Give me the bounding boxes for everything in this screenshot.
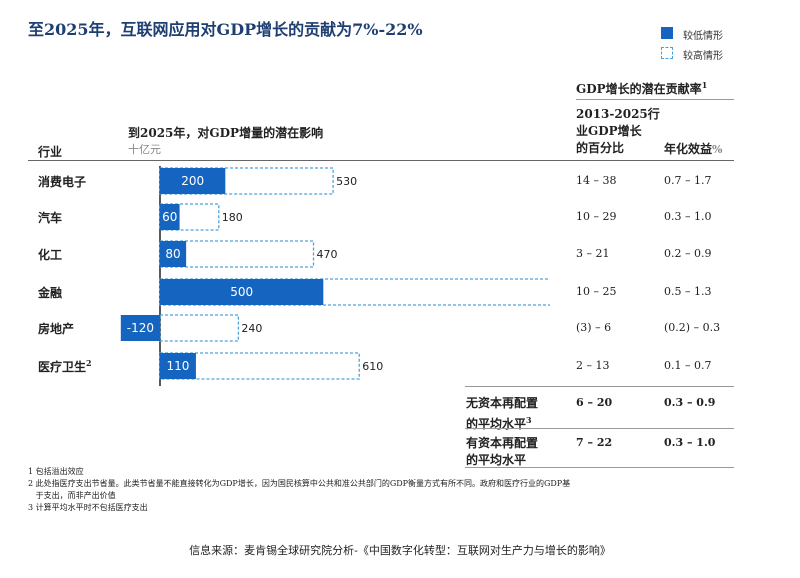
contribution-header: GDP增长的潜在贡献率1 bbox=[576, 80, 707, 97]
row-share: 2 – 13 bbox=[576, 359, 610, 372]
row-label: 金融 bbox=[38, 284, 62, 301]
summary-label: 有资本再配置 的平均水平 bbox=[466, 435, 538, 469]
bar-low bbox=[160, 204, 180, 230]
share-header-line3: 的百分比 bbox=[576, 141, 625, 155]
summary-label-line1: 无资本再配置 bbox=[466, 396, 539, 410]
row-label-text: 消费电子 bbox=[38, 175, 87, 189]
footnote-1: 1 包括溢出效应 bbox=[28, 467, 84, 476]
bar-high-label: 180 bbox=[222, 211, 243, 224]
row-share: 10 – 25 bbox=[576, 285, 617, 298]
bar-low bbox=[160, 241, 187, 267]
legend-high-label: 较高情形 bbox=[683, 51, 723, 62]
summary-label-line2: 的平均水平 bbox=[466, 453, 527, 467]
row-label-sup: 2 bbox=[86, 358, 92, 368]
row-share: 14 – 38 bbox=[576, 174, 617, 187]
summary-label: 无资本再配置 的平均水平3 bbox=[466, 395, 538, 433]
share-header: 2013-2025行 业GDP增长 的百分比 bbox=[576, 106, 660, 157]
bar-low-label: -120 bbox=[127, 321, 154, 335]
page-title: 至2025年，互联网应用对GDP增长的贡献为7%-22% bbox=[28, 20, 423, 39]
legend-low-label: 较低情形 bbox=[683, 31, 723, 42]
bar-high-label: 470 bbox=[317, 248, 338, 261]
chart-unit: 十亿元 bbox=[128, 143, 161, 156]
summary-rule-1 bbox=[465, 386, 734, 387]
row-annual: (0.2) – 0.3 bbox=[664, 321, 721, 334]
legend-high-swatch bbox=[661, 47, 673, 59]
row-annual: 0.3 – 1.0 bbox=[664, 210, 712, 223]
row-label: 房地产 bbox=[38, 320, 74, 337]
bar-low-label: 200 bbox=[181, 174, 204, 188]
summary-annual: 0.3 – 0.9 bbox=[664, 396, 716, 409]
bar-high-label: 610 bbox=[362, 360, 383, 373]
row-label: 消费电子 bbox=[38, 173, 86, 190]
annual-header: 年化效益% bbox=[664, 140, 722, 157]
bar-high-label: 530 bbox=[336, 175, 357, 188]
row-label: 医疗卫生2 bbox=[38, 358, 92, 375]
bar-low bbox=[160, 353, 196, 379]
summary-rule-3 bbox=[465, 467, 734, 468]
bar-high-label: 240 bbox=[241, 322, 262, 335]
row-annual: 0.7 – 1.7 bbox=[664, 174, 712, 187]
footnote-3: 3 计算平均水平时不包括医疗支出 bbox=[28, 503, 148, 512]
summary-label-line2: 的平均水平 bbox=[466, 417, 527, 431]
share-header-line2: 业GDP增长 bbox=[576, 124, 642, 138]
row-label: 汽车 bbox=[38, 209, 62, 226]
summary-share: 6 – 20 bbox=[576, 396, 613, 409]
row-annual: 0.1 – 0.7 bbox=[664, 359, 712, 372]
row-share: 10 – 29 bbox=[576, 210, 617, 223]
summary-label-line1: 有资本再配置 bbox=[466, 436, 539, 450]
bar-low bbox=[160, 279, 324, 305]
row-share: 3 – 21 bbox=[576, 247, 610, 260]
row-label-text: 化工 bbox=[38, 248, 63, 262]
contribution-title: GDP增长的潜在贡献率 bbox=[576, 82, 702, 96]
summary-share: 7 – 22 bbox=[576, 436, 613, 449]
contribution-header-rule bbox=[576, 99, 734, 100]
row-label-text: 医疗卫生 bbox=[38, 360, 87, 374]
contribution-sup: 1 bbox=[701, 80, 708, 90]
share-header-line1: 2013-2025行 bbox=[576, 107, 660, 121]
summary-label-sup: 3 bbox=[526, 415, 532, 425]
header-rule bbox=[28, 160, 734, 161]
row-annual: 0.5 – 1.3 bbox=[664, 285, 712, 298]
bar-low-label: 500 bbox=[230, 285, 253, 299]
row-label: 化工 bbox=[38, 246, 62, 263]
row-annual: 0.2 – 0.9 bbox=[664, 247, 712, 260]
bar-low-label: 80 bbox=[165, 247, 180, 261]
bar-low bbox=[120, 315, 160, 341]
bar-high bbox=[159, 278, 550, 306]
row-label-text: 汽车 bbox=[38, 211, 63, 225]
row-label-text: 房地产 bbox=[38, 322, 75, 336]
bar-low-label: 110 bbox=[167, 359, 190, 373]
summary-annual: 0.3 – 1.0 bbox=[664, 436, 716, 449]
annual-header-unit: % bbox=[712, 143, 723, 156]
legend-low-swatch bbox=[661, 27, 673, 39]
footnote-2-cont: 于支出，而非产出价值 bbox=[28, 491, 116, 500]
industry-header: 行业 bbox=[38, 145, 63, 159]
row-share: (3) – 6 bbox=[576, 321, 612, 334]
bar-high bbox=[159, 314, 240, 342]
annual-header-label: 年化效益 bbox=[664, 142, 713, 156]
footnote-2: 2 此处指医疗支出节省量。此类节省量不能直接转化为GDP增长，因为国民核算中公共… bbox=[28, 479, 571, 488]
bar-low-label: 60 bbox=[162, 210, 177, 224]
bar-low bbox=[160, 168, 226, 194]
source-note: 信息来源：麦肯锡全球研究院分析-《中国数字化转型：互联网对生产力与增长的影响》 bbox=[189, 544, 611, 557]
summary-rule-2 bbox=[465, 428, 734, 429]
chart-title: 到2025年，对GDP增量的潜在影响 bbox=[128, 126, 324, 140]
row-label-text: 金融 bbox=[38, 286, 63, 300]
